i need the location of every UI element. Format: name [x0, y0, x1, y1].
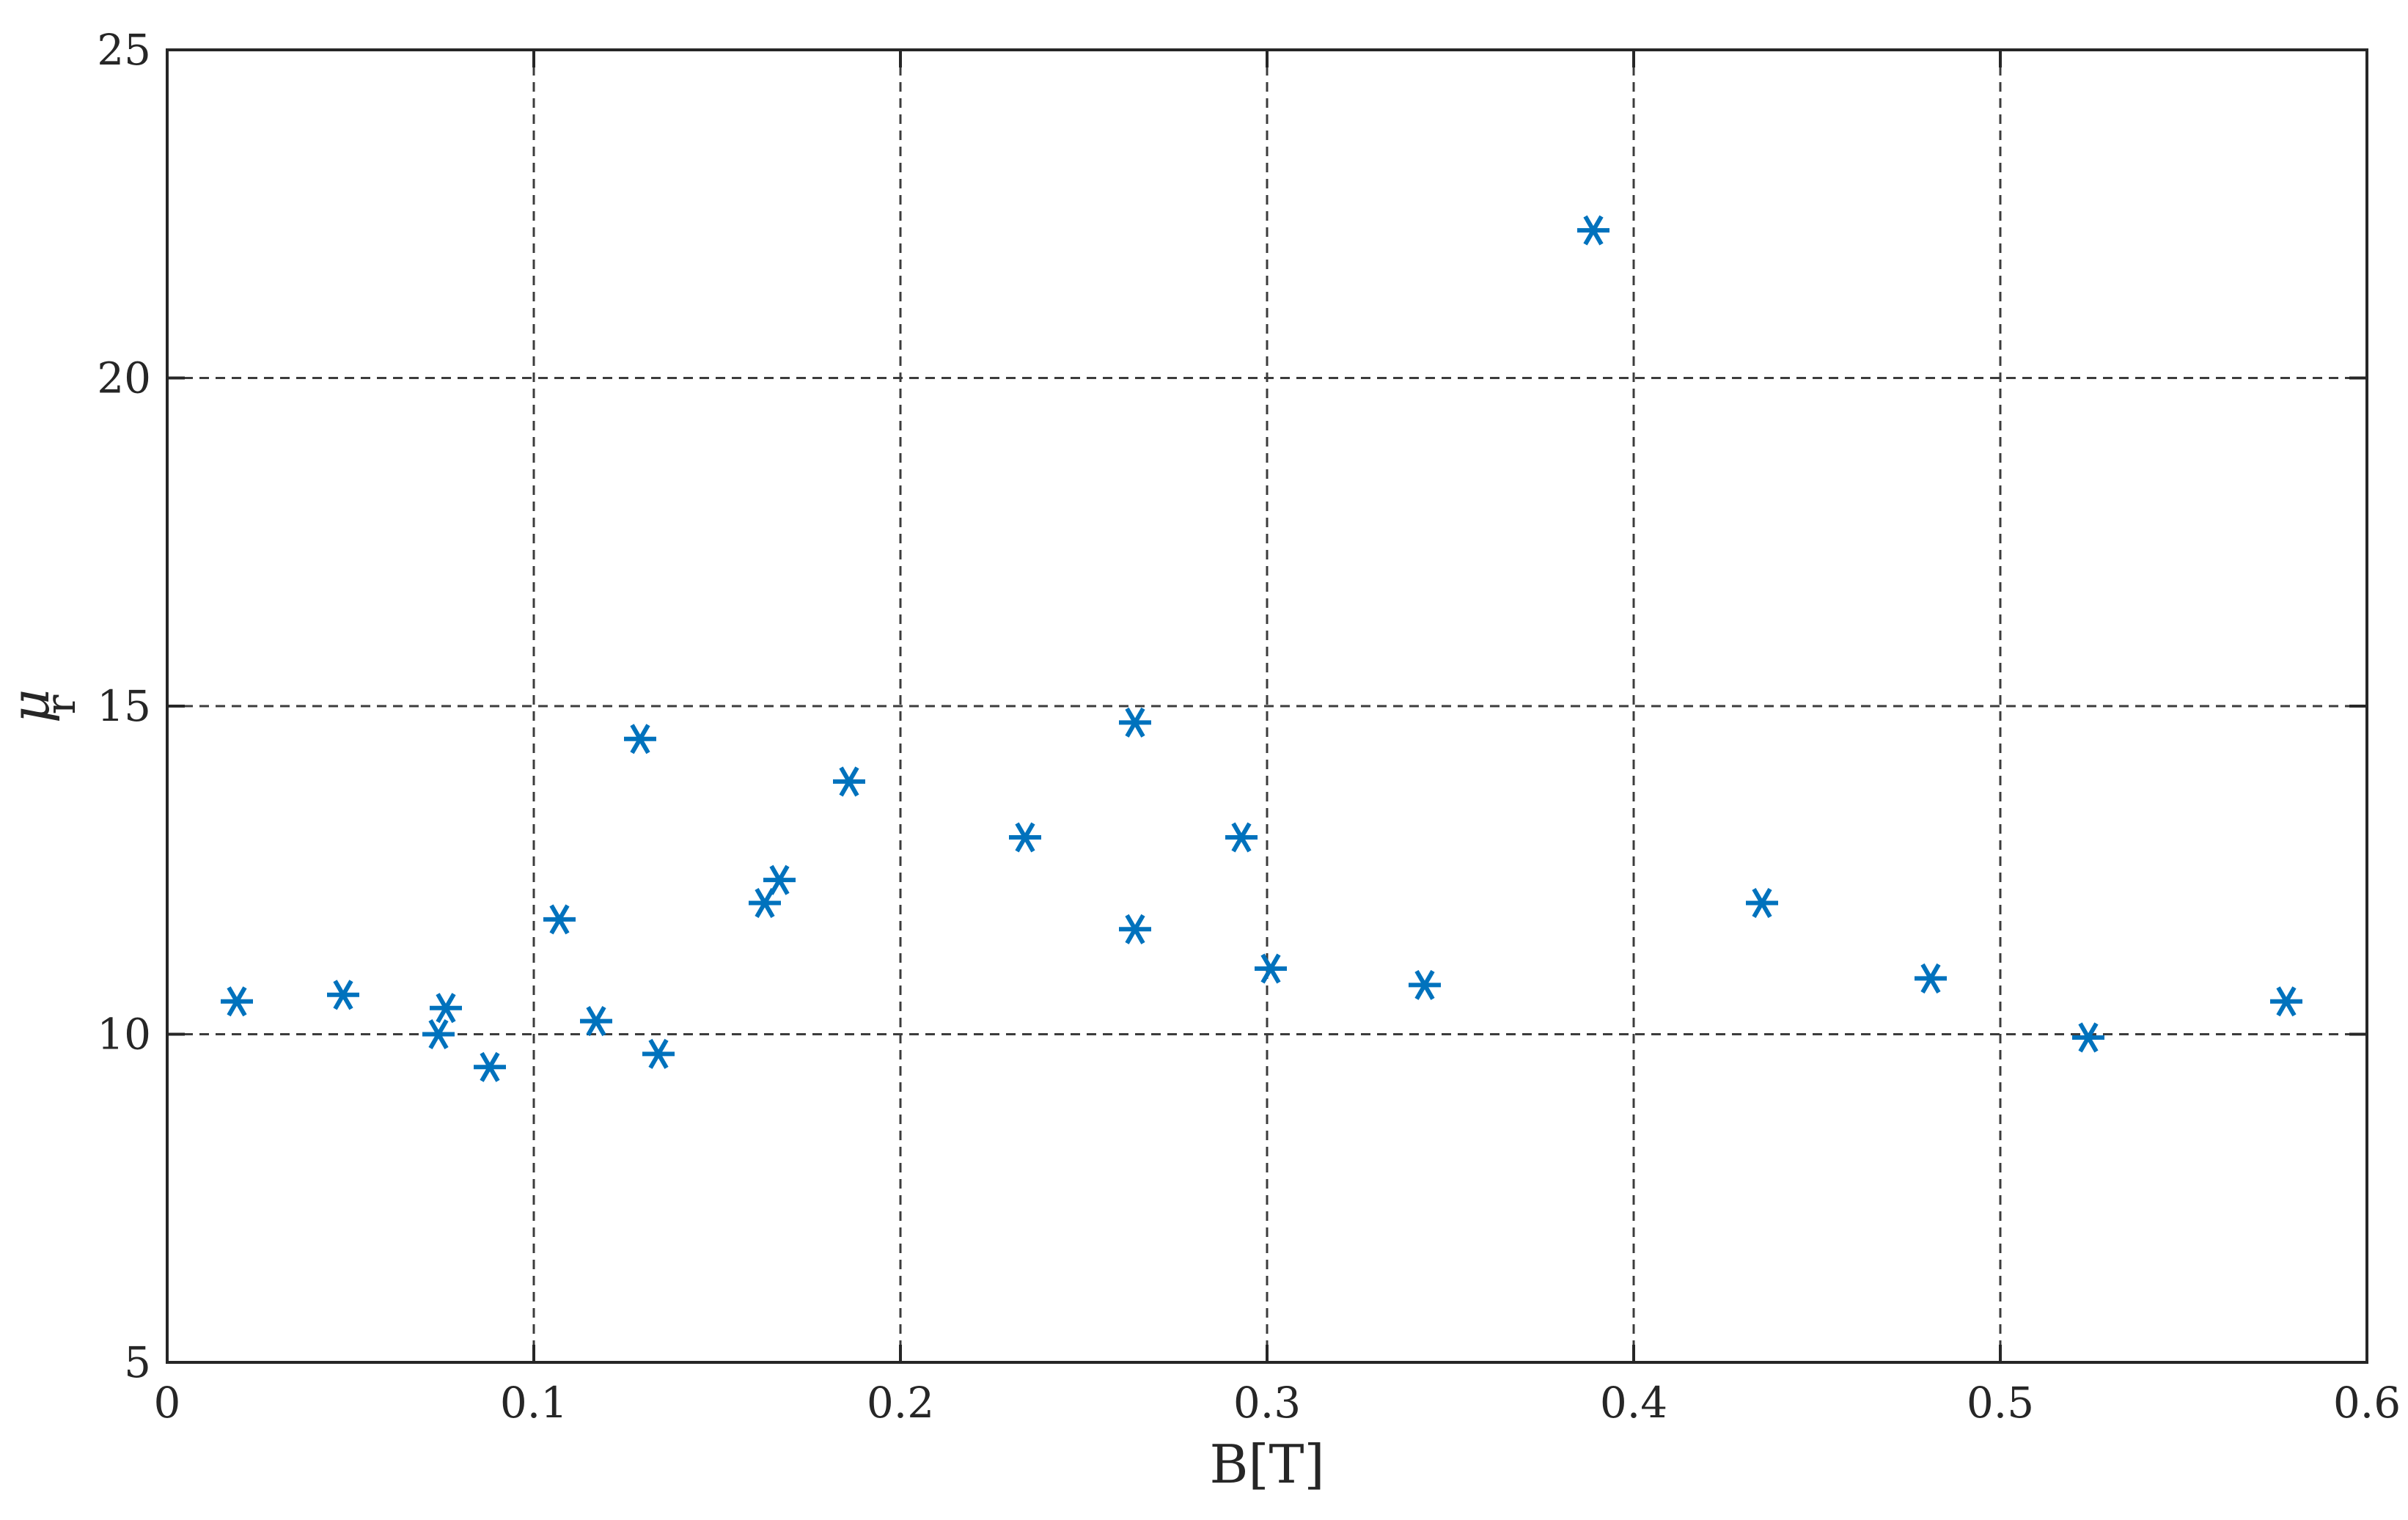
marker-stroke	[1231, 822, 1252, 853]
marker-stroke	[227, 986, 247, 1017]
data-point	[1915, 963, 1947, 994]
marker-stroke	[1920, 963, 1941, 994]
marker-stroke	[648, 1038, 669, 1069]
marker-stroke	[549, 904, 570, 935]
data-point	[474, 1051, 506, 1082]
axis-ticks	[166, 48, 2368, 1364]
y-axis-title-subscript: r	[37, 694, 85, 714]
y-tick-label: 20	[97, 353, 151, 403]
marker-stroke	[436, 993, 456, 1024]
data-point	[1225, 822, 1258, 853]
x-tick-label: 0.4	[1600, 1378, 1667, 1428]
data-point	[221, 986, 253, 1017]
marker-stroke	[1015, 822, 1035, 853]
marker-stroke	[839, 766, 859, 797]
y-axis-tick-labels: 5 10 15 20 25	[97, 25, 151, 1387]
y-tick-label: 25	[97, 25, 151, 75]
y-axis-title-symbol: μ	[0, 689, 61, 724]
marker-stroke	[1125, 707, 1145, 738]
data-point	[642, 1038, 675, 1069]
data-point	[1746, 887, 1778, 919]
x-axis-title: B[T]	[1209, 1433, 1324, 1495]
data-point	[580, 1006, 612, 1037]
marker-stroke	[769, 864, 790, 895]
marker-stroke	[1414, 969, 1435, 1000]
marker-stroke	[755, 887, 775, 919]
x-tick-label: 0	[154, 1378, 181, 1428]
data-point	[1409, 969, 1441, 1000]
x-tick-label: 0.3	[1233, 1378, 1301, 1428]
data-point	[2270, 986, 2302, 1017]
x-tick-label: 0.2	[867, 1378, 934, 1428]
x-tick-label: 0.5	[1967, 1378, 2034, 1428]
marker-stroke	[1583, 215, 1604, 246]
x-axis-tick-labels: 0 0.1 0.2 0.3 0.4 0.5 0.6	[154, 1378, 2401, 1428]
marker-stroke	[630, 724, 650, 755]
marker-stroke	[2078, 1022, 2099, 1053]
y-tick-label: 5	[124, 1337, 151, 1387]
y-tick-label: 10	[97, 1010, 151, 1060]
marker-stroke	[1125, 914, 1145, 944]
data-point	[1255, 953, 1287, 984]
y-tick-label: 15	[97, 681, 151, 731]
marker-stroke	[2276, 986, 2297, 1017]
data-point	[327, 980, 359, 1010]
marker-stroke	[586, 1006, 606, 1037]
marker-stroke	[333, 980, 353, 1010]
data-point	[1119, 707, 1151, 738]
marker-stroke	[480, 1051, 500, 1082]
data-point	[1119, 914, 1151, 944]
data-point	[422, 1018, 455, 1050]
data-point	[833, 766, 865, 797]
data-point	[624, 724, 656, 755]
x-tick-label: 0.1	[500, 1378, 568, 1428]
data-point	[430, 993, 462, 1024]
data-point	[1009, 822, 1041, 853]
data-markers	[221, 215, 2302, 1082]
data-point	[749, 887, 781, 919]
marker-stroke	[1260, 953, 1281, 984]
marker-stroke	[428, 1018, 449, 1050]
x-tick-label: 0.6	[2333, 1378, 2401, 1428]
grid-lines	[167, 50, 2367, 1362]
data-point	[1577, 215, 1609, 246]
y-axis-title: μ r	[0, 689, 85, 724]
data-point	[763, 864, 796, 895]
marker-stroke	[1752, 887, 1772, 919]
data-point	[543, 904, 576, 935]
data-point	[2072, 1022, 2104, 1053]
